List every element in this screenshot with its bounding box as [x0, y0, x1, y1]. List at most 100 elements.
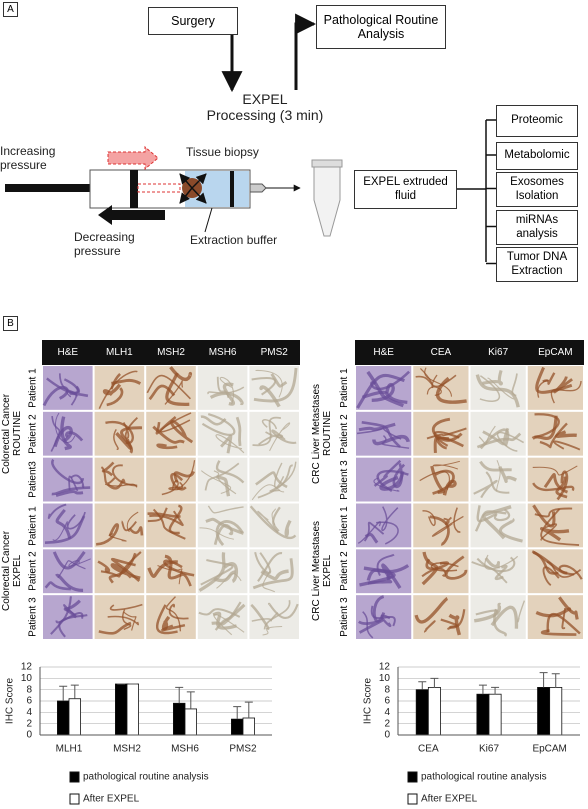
legend-swatch	[407, 771, 418, 783]
tissue-texture	[284, 519, 292, 537]
legend-swatch	[69, 793, 80, 805]
tissue-texture	[168, 504, 183, 535]
micrograph-bg	[196, 502, 249, 549]
tissue-texture	[499, 517, 523, 543]
micrograph-bg	[469, 456, 527, 503]
patient-label: Patient 3	[339, 597, 350, 637]
tissue-texture	[205, 517, 244, 535]
patient-label: Patient 1	[27, 505, 39, 546]
tissue-texture	[487, 377, 515, 400]
tissue-texture	[498, 466, 518, 483]
tissue-texture	[262, 625, 283, 636]
bar	[126, 683, 140, 736]
annotation: Increasing pressure	[0, 144, 56, 172]
error-bar	[539, 672, 548, 688]
micrograph	[145, 594, 197, 641]
tissue-texture	[173, 470, 196, 483]
fluid-box: EXPEL extruded fluid	[354, 170, 457, 209]
tissue-texture	[421, 567, 447, 578]
tissue-texture	[68, 475, 79, 492]
tissue-texture	[47, 503, 67, 519]
micrograph	[196, 502, 249, 549]
output-connectors	[486, 119, 496, 265]
micrograph	[412, 365, 470, 411]
patient-label: Patient 2	[339, 551, 350, 591]
legend-label: After EXPEL	[421, 794, 478, 805]
biopsy-arrows	[179, 173, 207, 204]
bar	[68, 698, 82, 736]
tissue-texture	[366, 370, 404, 408]
group-label: CRC Liver Metastases ROUTINE	[311, 383, 333, 484]
tissue-texture	[170, 472, 187, 491]
plunger-rod	[5, 184, 90, 192]
micrograph	[412, 410, 470, 457]
tissue-texture	[555, 476, 568, 499]
connector	[456, 120, 487, 262]
tissue-texture	[446, 609, 466, 631]
step-box: Surgery	[148, 7, 238, 35]
tissue-texture	[423, 620, 436, 634]
micrograph	[526, 594, 584, 641]
column-label: H&E	[58, 347, 79, 358]
tissue-texture	[475, 374, 520, 408]
output-box: Exosomes Isolation	[496, 172, 578, 207]
tissue-texture	[473, 479, 498, 499]
error-bar	[175, 686, 184, 704]
micrograph	[526, 365, 584, 411]
micrograph	[42, 548, 94, 595]
micrograph-bg	[145, 410, 197, 457]
tissue-texture	[148, 384, 176, 401]
bar	[488, 693, 502, 736]
tissue-texture	[484, 557, 500, 569]
y-axis-label: IHC Score	[5, 678, 16, 725]
tissue-texture	[484, 554, 519, 570]
plunger	[130, 170, 138, 208]
workflow-arrows	[221, 13, 317, 93]
error-bar	[233, 706, 242, 720]
tissue-texture	[419, 367, 438, 389]
annotation: Extraction buffer	[190, 233, 278, 247]
column-label: EpCAM	[538, 347, 572, 358]
bar	[415, 689, 429, 736]
tissue-texture	[110, 563, 141, 580]
tissue-texture	[371, 382, 395, 402]
micrograph	[355, 410, 413, 457]
x-tick-label: PMS2	[229, 744, 257, 755]
tissue-texture	[165, 372, 190, 406]
micrograph	[469, 594, 527, 641]
tissue-texture	[558, 564, 583, 580]
micrograph-bg	[196, 365, 249, 411]
micrograph	[355, 548, 413, 595]
y-tick-label: 0	[384, 730, 390, 741]
tissue-texture	[361, 421, 401, 448]
tissue-texture	[381, 506, 399, 532]
group-label: Colorectal Cancer ROUTINE	[1, 393, 23, 474]
tissue-texture	[476, 432, 522, 449]
column-label: MSH6	[209, 347, 237, 358]
tissue-texture	[67, 511, 86, 530]
tissue-texture	[511, 373, 518, 397]
patient-label: Patient 3	[27, 597, 39, 637]
tissue-texture	[373, 459, 402, 487]
micrograph	[469, 365, 527, 411]
tissue-texture	[270, 373, 288, 388]
tissue-texture	[494, 564, 508, 580]
tissue-texture	[204, 462, 240, 491]
tissue-texture	[542, 372, 556, 385]
tissue-texture	[274, 462, 285, 489]
micrograph	[526, 502, 584, 549]
push-arrow	[107, 145, 159, 171]
tissue-texture	[120, 426, 143, 454]
tissue-texture	[152, 425, 185, 444]
tissue-texture	[482, 505, 512, 540]
tissue-texture	[215, 434, 245, 454]
x-tick-label: EpCAM	[532, 744, 566, 755]
y-tick-label: 2	[26, 718, 32, 729]
micrograph	[145, 548, 197, 595]
tissue-texture	[161, 480, 179, 496]
tissue-texture	[442, 479, 457, 496]
micrograph	[93, 456, 146, 503]
panel-label: A	[3, 2, 18, 17]
tissue-texture	[207, 386, 245, 395]
step-box: Pathological Routine Analysis	[316, 5, 446, 49]
